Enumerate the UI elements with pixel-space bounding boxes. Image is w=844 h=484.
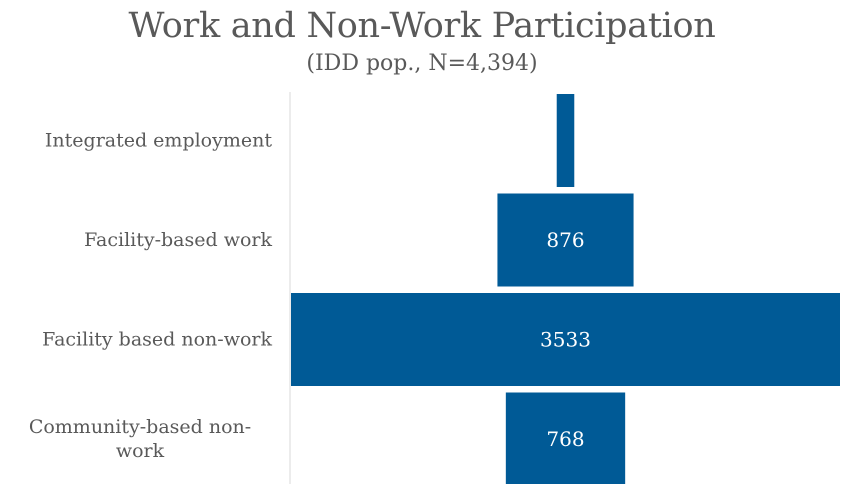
category-label-0: Integrated employment [45, 130, 272, 152]
category-label-2: Facility based non-work [42, 329, 272, 351]
bar-data-label-2: 3533 [540, 328, 591, 352]
category-label-1: Facility-based work [84, 229, 272, 251]
chart-title: Work and Non-Work Participation [128, 6, 716, 46]
bar-3 [505, 392, 626, 484]
bar-2 [291, 293, 840, 386]
category-label-line: work [116, 440, 165, 462]
bar-1 [497, 193, 634, 287]
bar-0 [556, 94, 575, 187]
bar-data-label-1: 876 [546, 228, 584, 252]
category-label-line: Community-based non- [29, 416, 251, 438]
chart-subtitle: (IDD pop., N=4,394) [306, 51, 538, 76]
category-label-3: Community-based non-work [29, 416, 251, 462]
bar-data-label-3: 768 [546, 427, 584, 451]
